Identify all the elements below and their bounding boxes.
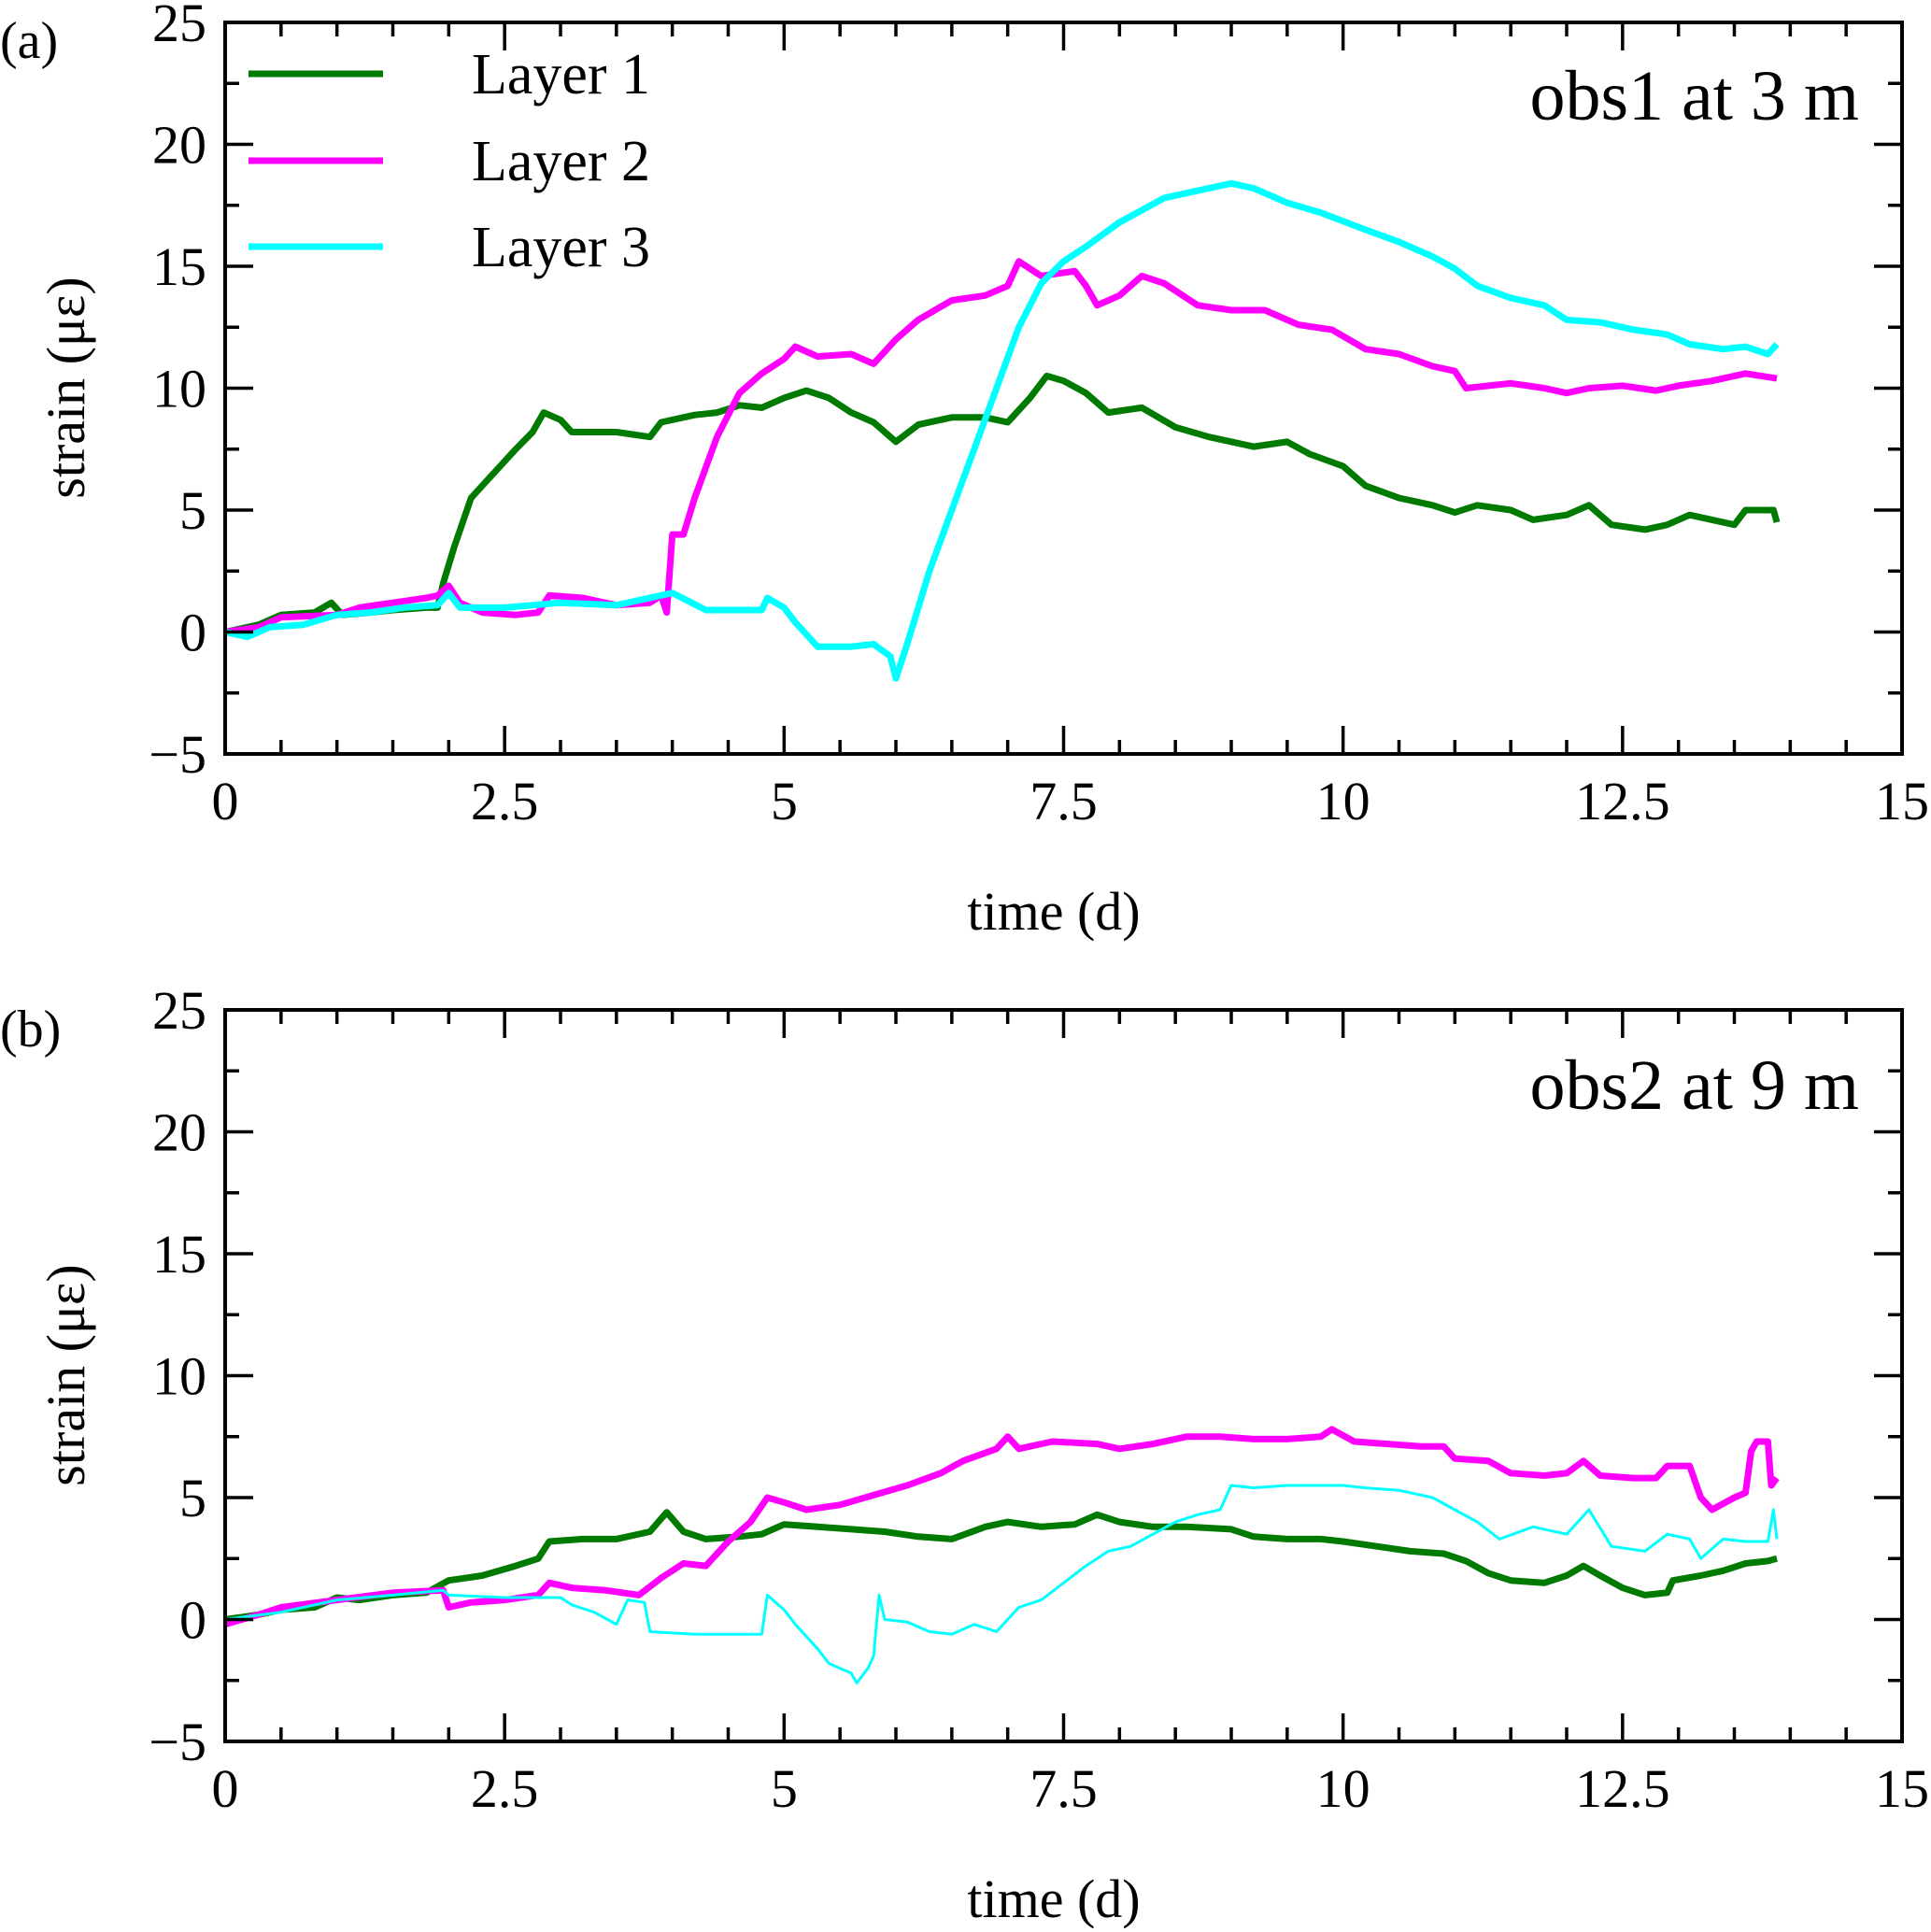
ticks-b [223, 1008, 1904, 1743]
y-tick-label: 10 [152, 1346, 206, 1407]
xtick-labels-b: 0 2.5 5 7.5 10 12.5 15 [212, 1758, 1930, 1819]
x-tick-label: 15 [1875, 771, 1929, 831]
y-tick-label: 20 [152, 1102, 206, 1163]
y-axis-label-a: strain (με) [35, 277, 96, 498]
series-layer-a [224, 179, 1781, 682]
x-tick-label: 0 [212, 1758, 239, 1819]
legend-label-layer-2: Layer 2 [472, 130, 650, 193]
y-tick-label: 0 [179, 603, 206, 663]
panel-label-b: (b) [0, 1001, 61, 1058]
x-tick-label: 10 [1316, 771, 1370, 831]
y-tick-label: 15 [152, 236, 206, 297]
legend-label-layer-1: Layer 1 [472, 43, 650, 107]
x-tick-label: 12.5 [1575, 771, 1670, 831]
y-tick-label: 25 [152, 980, 206, 1041]
y-tick-label: 20 [152, 115, 206, 176]
x-tick-label: 15 [1875, 1758, 1929, 1819]
x-tick-label: 2.5 [471, 771, 539, 831]
x-axis-label-b: time (d) [967, 1868, 1140, 1929]
series-line-layer-3 [224, 179, 1780, 682]
ytick-labels-b: −5 0 5 10 15 20 25 [149, 980, 206, 1772]
x-tick-label: 5 [771, 1758, 798, 1819]
series-line-layer-1 [224, 372, 1781, 635]
series-layer-b [224, 1426, 1780, 1684]
series-line-layer-2 [224, 1426, 1780, 1628]
ticks-a [223, 21, 1904, 756]
legend: Layer 1 Layer 2 Layer 3 [248, 43, 650, 279]
x-tick-label: 7.5 [1029, 1758, 1098, 1819]
xtick-labels-a: 0 2.5 5 7.5 10 12.5 15 [212, 771, 1930, 831]
x-tick-label: 7.5 [1029, 771, 1098, 831]
x-tick-label: 0 [212, 771, 239, 831]
y-axis-label-b: strain (με) [35, 1264, 96, 1485]
y-tick-label: 0 [179, 1590, 206, 1651]
x-axis-label-a: time (d) [967, 881, 1140, 942]
series-line-layer-2 [224, 258, 1778, 635]
y-tick-label: 10 [152, 359, 206, 419]
y-tick-label: 5 [179, 480, 206, 541]
y-tick-label: −5 [149, 1712, 206, 1772]
panel-label-a: (a) [0, 12, 58, 70]
series-line-layer-1 [224, 1509, 1778, 1623]
x-tick-label: 10 [1316, 1758, 1370, 1819]
y-tick-label: −5 [149, 724, 206, 785]
y-tick-label: 5 [179, 1468, 206, 1528]
x-tick-label: 2.5 [471, 1758, 539, 1819]
annotation-obs2: obs2 at 9 m [1529, 1046, 1859, 1125]
series-line-layer-3 [224, 1484, 1779, 1684]
y-tick-label: 15 [152, 1224, 206, 1285]
legend-label-layer-3: Layer 3 [472, 216, 650, 279]
ytick-labels-a: −5 0 5 10 15 20 25 [149, 0, 206, 785]
y-tick-label: 25 [152, 0, 206, 53]
x-tick-label: 5 [771, 771, 798, 831]
x-tick-label: 12.5 [1575, 1758, 1670, 1819]
annotation-obs1: obs1 at 3 m [1529, 57, 1859, 135]
